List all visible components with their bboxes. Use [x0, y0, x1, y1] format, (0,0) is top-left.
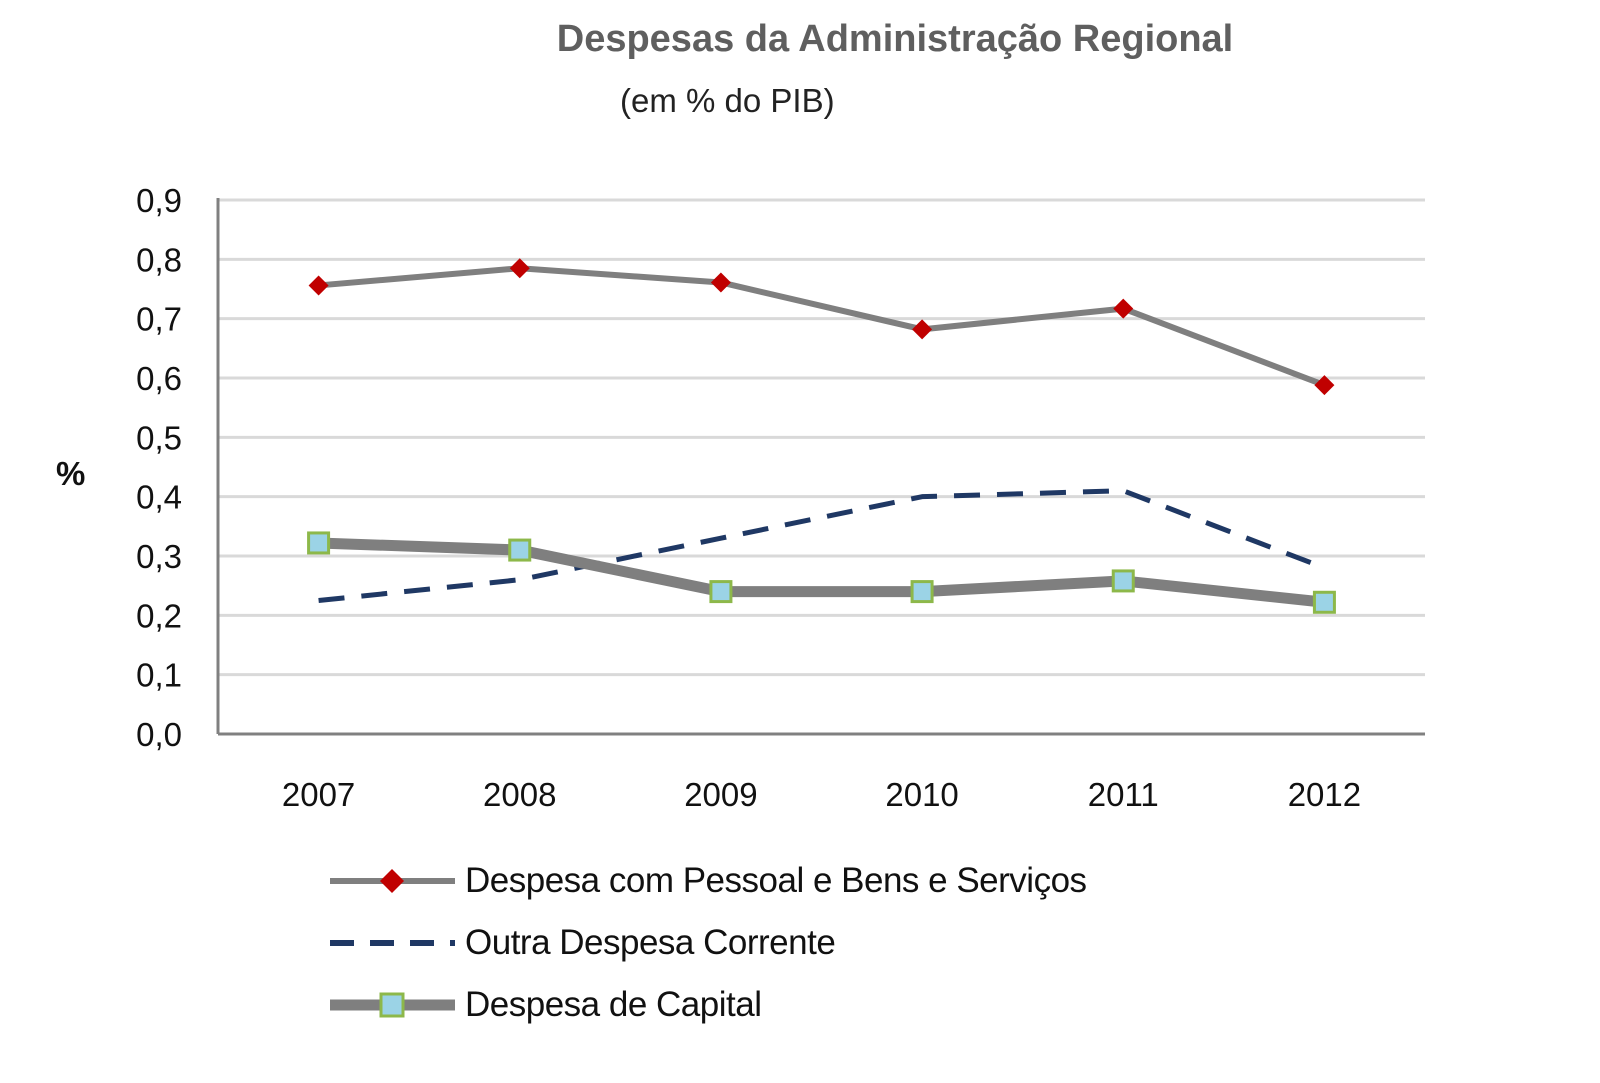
legend-label-outra: Outra Despesa Corrente	[465, 923, 836, 962]
data-point-square	[1111, 569, 1135, 593]
x-tick-label: 2010	[885, 776, 958, 813]
diamond-marker-icon	[380, 869, 404, 893]
legend-item-outra: Outra Despesa Corrente	[330, 912, 1087, 974]
data-point-diamond	[509, 258, 530, 279]
y-tick-label: 0,2	[136, 597, 182, 634]
legend-label-capital: Despesa de Capital	[465, 985, 762, 1024]
data-point-diamond	[1113, 298, 1134, 319]
x-tick-labels: 2007 2008 2009 2010 2011 2012	[282, 776, 1361, 813]
data-point-diamond	[308, 275, 329, 296]
grid-lines	[218, 198, 1425, 677]
data-point-square	[910, 580, 934, 604]
data-point-diamond	[912, 319, 933, 340]
series-group	[307, 258, 1336, 614]
y-tick-label: 0,8	[136, 241, 182, 278]
data-point-square	[508, 538, 532, 562]
y-tick-label: 0,9	[136, 182, 182, 219]
data-point-square	[709, 580, 733, 604]
x-tick-label: 2009	[684, 776, 757, 813]
axes	[216, 198, 1425, 736]
x-tick-label: 2012	[1288, 776, 1361, 813]
y-tick-label: 0,0	[136, 716, 182, 753]
x-tick-label: 2007	[282, 776, 355, 813]
y-tick-label: 0,5	[136, 419, 182, 456]
y-tick-label: 0,4	[136, 479, 182, 516]
chart-title: Despesas da Administração Regional	[556, 18, 1234, 60]
legend-swatch-pessoal	[330, 869, 455, 893]
series-line	[318, 537, 1325, 608]
data-point-diamond	[1314, 375, 1335, 396]
y-tick-label: 0,7	[136, 301, 182, 338]
legend-item-capital: Despesa de Capital	[330, 974, 1087, 1036]
y-axis-label: %	[56, 455, 86, 492]
x-tick-label: 2008	[483, 776, 556, 813]
data-point-square	[307, 531, 331, 555]
legend-item-pessoal: Despesa com Pessoal e Bens e Serviços	[330, 850, 1087, 912]
square-marker-icon	[379, 992, 405, 1018]
legend-label-pessoal: Despesa com Pessoal e Bens e Serviços	[465, 861, 1087, 900]
data-point-square	[1312, 590, 1336, 614]
y-tick-label: 0,3	[136, 538, 182, 575]
chart-subtitle: (em % do PIB)	[620, 82, 835, 119]
series-line	[318, 265, 1326, 388]
x-tick-label: 2011	[1088, 776, 1159, 813]
y-tick-label: 0,6	[136, 360, 182, 397]
legend: Despesa com Pessoal e Bens e Serviços Ou…	[330, 850, 1087, 1036]
y-tick-label: 0,1	[136, 657, 182, 694]
y-tick-labels: 0,0 0,1 0,2 0,3 0,4 0,5 0,6 0,7 0,8 0,9	[136, 182, 182, 753]
data-point-diamond	[710, 272, 731, 293]
legend-swatch-outra	[330, 940, 455, 946]
legend-swatch-capital	[330, 992, 455, 1018]
